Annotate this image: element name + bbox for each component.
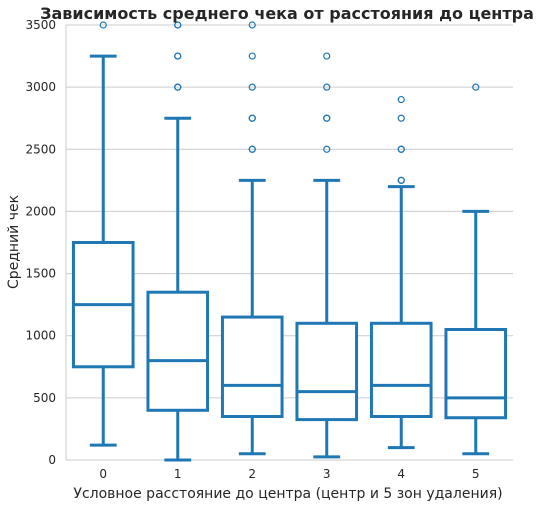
box-5 bbox=[444, 83, 508, 456]
outlier-point bbox=[248, 114, 256, 122]
x-tick-label: 0 bbox=[99, 467, 107, 481]
outlier-point bbox=[397, 176, 405, 184]
y-tick-label: 500 bbox=[33, 391, 56, 405]
y-tick-label: 3500 bbox=[25, 18, 56, 32]
x-tick-label: 3 bbox=[323, 467, 331, 481]
outlier-point bbox=[472, 83, 480, 91]
box-iqr bbox=[444, 328, 508, 420]
x-tick-label: 5 bbox=[472, 467, 480, 481]
y-tick-label: 2500 bbox=[25, 142, 56, 156]
box-iqr bbox=[146, 290, 210, 412]
outlier-point bbox=[174, 52, 182, 60]
x-tick-labels: 0 1 2 3 4 5 bbox=[99, 467, 479, 481]
outlier-point bbox=[248, 52, 256, 60]
outlier-point bbox=[323, 114, 331, 122]
x-tick-label: 4 bbox=[397, 467, 405, 481]
x-axis-label: Условное расстояние до центра (центр и 5… bbox=[73, 486, 502, 502]
y-tick-label: 1000 bbox=[25, 329, 56, 343]
y-tick-label: 2000 bbox=[25, 204, 56, 218]
box-4 bbox=[369, 95, 433, 450]
chart-title: Зависимость среднего чека от расстояния … bbox=[40, 4, 534, 23]
outlier-point bbox=[174, 21, 182, 29]
outlier-point bbox=[248, 145, 256, 153]
outlier-point bbox=[397, 114, 405, 122]
box-1 bbox=[146, 21, 210, 462]
box-2 bbox=[220, 21, 284, 456]
x-tick-label: 2 bbox=[248, 467, 256, 481]
box-0 bbox=[71, 21, 135, 447]
box-iqr bbox=[295, 321, 359, 422]
grid-lines bbox=[66, 24, 513, 461]
outlier-point bbox=[248, 83, 256, 91]
boxes bbox=[71, 21, 508, 462]
outlier-point bbox=[323, 145, 331, 153]
y-tick-labels: 0 500 1000 1500 2000 2500 3000 3500 bbox=[25, 18, 56, 467]
outlier-point bbox=[323, 83, 331, 91]
outlier-point bbox=[323, 52, 331, 60]
box-3 bbox=[295, 52, 359, 459]
outlier-point bbox=[99, 21, 107, 29]
outlier-point bbox=[248, 21, 256, 29]
x-tick-label: 1 bbox=[174, 467, 182, 481]
y-tick-label: 0 bbox=[48, 453, 56, 467]
axes bbox=[65, 25, 513, 461]
outlier-point bbox=[174, 83, 182, 91]
box-iqr bbox=[369, 321, 433, 418]
outlier-point bbox=[397, 145, 405, 153]
box-iqr bbox=[220, 315, 284, 419]
y-axis-label: Средний чек bbox=[6, 195, 22, 289]
outlier-point bbox=[397, 95, 405, 104]
y-tick-label: 1500 bbox=[25, 267, 56, 281]
y-tick-label: 3000 bbox=[25, 80, 56, 94]
